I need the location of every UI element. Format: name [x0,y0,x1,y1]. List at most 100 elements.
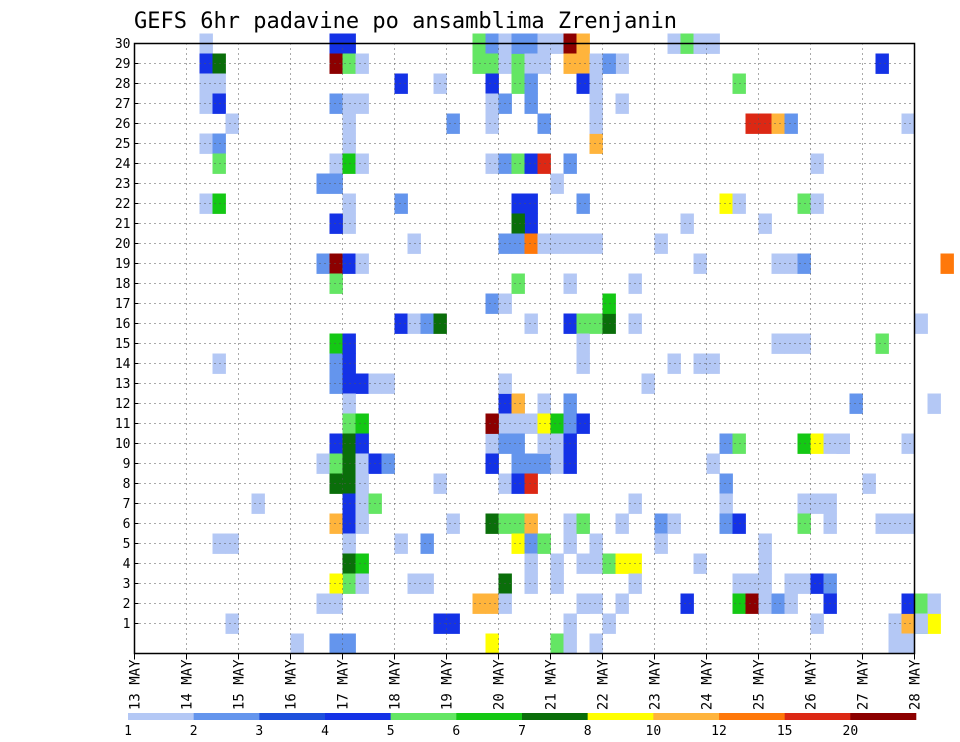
heatmap-cell [615,513,629,534]
y-tick-label: 10 [115,437,131,452]
heatmap-cell [316,453,330,474]
colorbar-swatch [456,713,523,720]
heatmap-cell [914,593,928,614]
heatmap-cell [810,433,824,454]
heatmap-cell [342,473,356,494]
heatmap-cell [524,233,538,254]
heatmap-cell [589,53,603,74]
heatmap-cell [797,493,811,514]
heatmap-cell [602,293,616,314]
heatmap-cell [212,53,226,74]
heatmap-cell [524,453,538,474]
heatmap-cell [537,413,551,434]
x-tick-label: 28 MAY [908,659,924,710]
heatmap-cell [537,53,551,74]
heatmap-cell [329,433,343,454]
heatmap-cell [654,513,668,534]
heatmap-cell [589,553,603,574]
x-axis: 13 MAY 14 MAY 15 MAY 16 MAY 17 MAY 18 MAY 19 M… [128,653,924,710]
heatmap-cell [745,593,759,614]
heatmap-cell [355,53,369,74]
y-tick-label: 23 [115,177,131,192]
heatmap-cell [381,373,395,394]
heatmap-cell [524,93,538,114]
heatmap-cell [524,153,538,174]
x-tick-label: 14 MAY [180,659,196,710]
heatmap-cell [888,633,902,654]
colorbar-label: 3 [255,724,263,739]
heatmap-cell [901,113,915,134]
colorbar-swatch [390,713,457,720]
heatmap-cell [407,313,421,334]
heatmap-cell [797,433,811,454]
heatmap-cell [680,213,694,234]
heatmap-cell [576,413,590,434]
heatmap-cell [420,573,434,594]
heatmap-cell [199,193,213,214]
heatmap-cell [784,333,798,354]
heatmap-cell [719,193,733,214]
x-tick-label: 21 MAY [544,659,560,710]
heatmap-cell [329,173,343,194]
heatmap-cell [511,533,525,554]
heatmap-cell [602,53,616,74]
heatmap-cell [524,553,538,574]
colorbar-label: 10 [646,724,662,739]
y-tick-label: 3 [123,577,131,592]
heatmap-cell [810,573,824,594]
x-tick-label: 13 MAY [128,659,144,710]
heatmap-cell [199,73,213,94]
heatmap-cell [485,293,499,314]
y-tick-label: 29 [115,57,131,72]
heatmap-cell [511,453,525,474]
heatmap-cell [342,573,356,594]
colorbar-label: 8 [584,724,592,739]
heatmap-cell [550,173,564,194]
heatmap-cell [654,233,668,254]
heatmap-cell [641,373,655,394]
heatmap-cell [771,113,785,134]
heatmap-cell [550,573,564,594]
y-tick-label: 22 [115,197,131,212]
heatmap-cell [732,513,746,534]
heatmap-cell [485,113,499,134]
heatmap-cell [511,73,525,94]
heatmap-cell [719,433,733,454]
heatmap-cell [576,73,590,94]
heatmap-cell [342,53,356,74]
heatmap-cell [732,73,746,94]
heatmap-cell [394,73,408,94]
heatmap-cell [771,253,785,274]
heatmap-cell [485,513,499,534]
heatmap-cell [537,113,551,134]
heatmap-cell [342,133,356,154]
y-tick-label: 9 [123,457,131,472]
plot-frame [133,42,916,655]
x-tick-label: 25 MAY [752,659,768,710]
heatmap-cell [355,453,369,474]
grid-layer [134,43,915,654]
heatmap-cell [537,533,551,554]
heatmap-cell [511,393,525,414]
heatmap-cell [732,593,746,614]
heatmap-cell [329,633,343,654]
colorbar: 1 2 3 4 5 6 7 8 10 12 15 20 [124,713,917,739]
colorbar-swatch [719,713,785,720]
y-tick-label: 28 [115,77,131,92]
heatmap-cell [550,433,564,454]
colorbar-swatch [653,713,720,720]
heatmap-cell [511,233,525,254]
heatmap-cell [914,613,928,634]
x-tick-label: 24 MAY [700,659,716,710]
heatmap-cell [485,93,499,114]
colorbar-label: 7 [518,724,526,739]
heatmap-cell [524,213,538,234]
heatmap-cell [381,453,395,474]
heatmap-cell [342,633,356,654]
heatmap-cell [537,433,551,454]
heatmap-cell [615,593,629,614]
y-tick-label: 16 [115,317,131,332]
heatmap-cell [524,533,538,554]
y-tick-label: 4 [123,557,131,572]
heatmap-cell [472,593,486,614]
